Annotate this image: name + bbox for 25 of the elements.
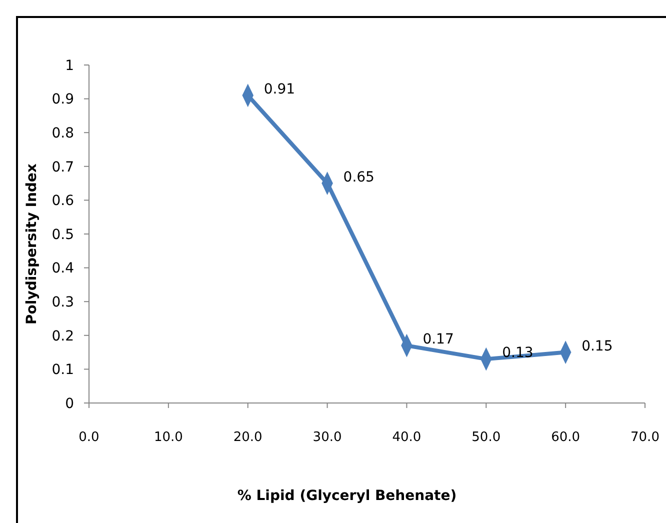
x-tick-label: 0.0	[78, 430, 100, 445]
x-tick-label: 10.0	[154, 430, 183, 445]
x-tick-label: 50.0	[472, 430, 501, 445]
y-tick-label: 0.9	[52, 92, 74, 108]
y-tick-label: 1	[65, 58, 74, 74]
data-label: 0.17	[422, 332, 454, 348]
y-tick-label: 0.8	[52, 126, 74, 142]
data-label: 0.65	[343, 169, 374, 186]
y-tick-label: 0	[65, 396, 74, 412]
x-tick-label: 20.0	[233, 430, 262, 445]
data-label: 0.91	[264, 81, 296, 98]
x-tick-label: 40.0	[392, 430, 422, 445]
x-tick-label: 70.0	[630, 430, 660, 445]
y-tick-label: 0.6	[52, 193, 74, 210]
y-tick-label: 0.7	[52, 159, 74, 176]
data-label: 0.15	[582, 338, 613, 354]
y-tick-label: 0.4	[52, 260, 74, 277]
y-tick-label: 0.5	[52, 226, 74, 243]
x-tick-label: 30.0	[312, 430, 342, 445]
x-tick-label: 60.0	[551, 430, 580, 445]
y-tick-label: 0.2	[52, 328, 74, 344]
y-tick-label: 0.1	[52, 362, 74, 378]
y-axis-title: Polydispersity Index	[24, 164, 40, 324]
y-tick-label: 0.3	[52, 294, 74, 310]
x-axis-title: % Lipid (Glyceryl Behenate)	[237, 488, 457, 504]
